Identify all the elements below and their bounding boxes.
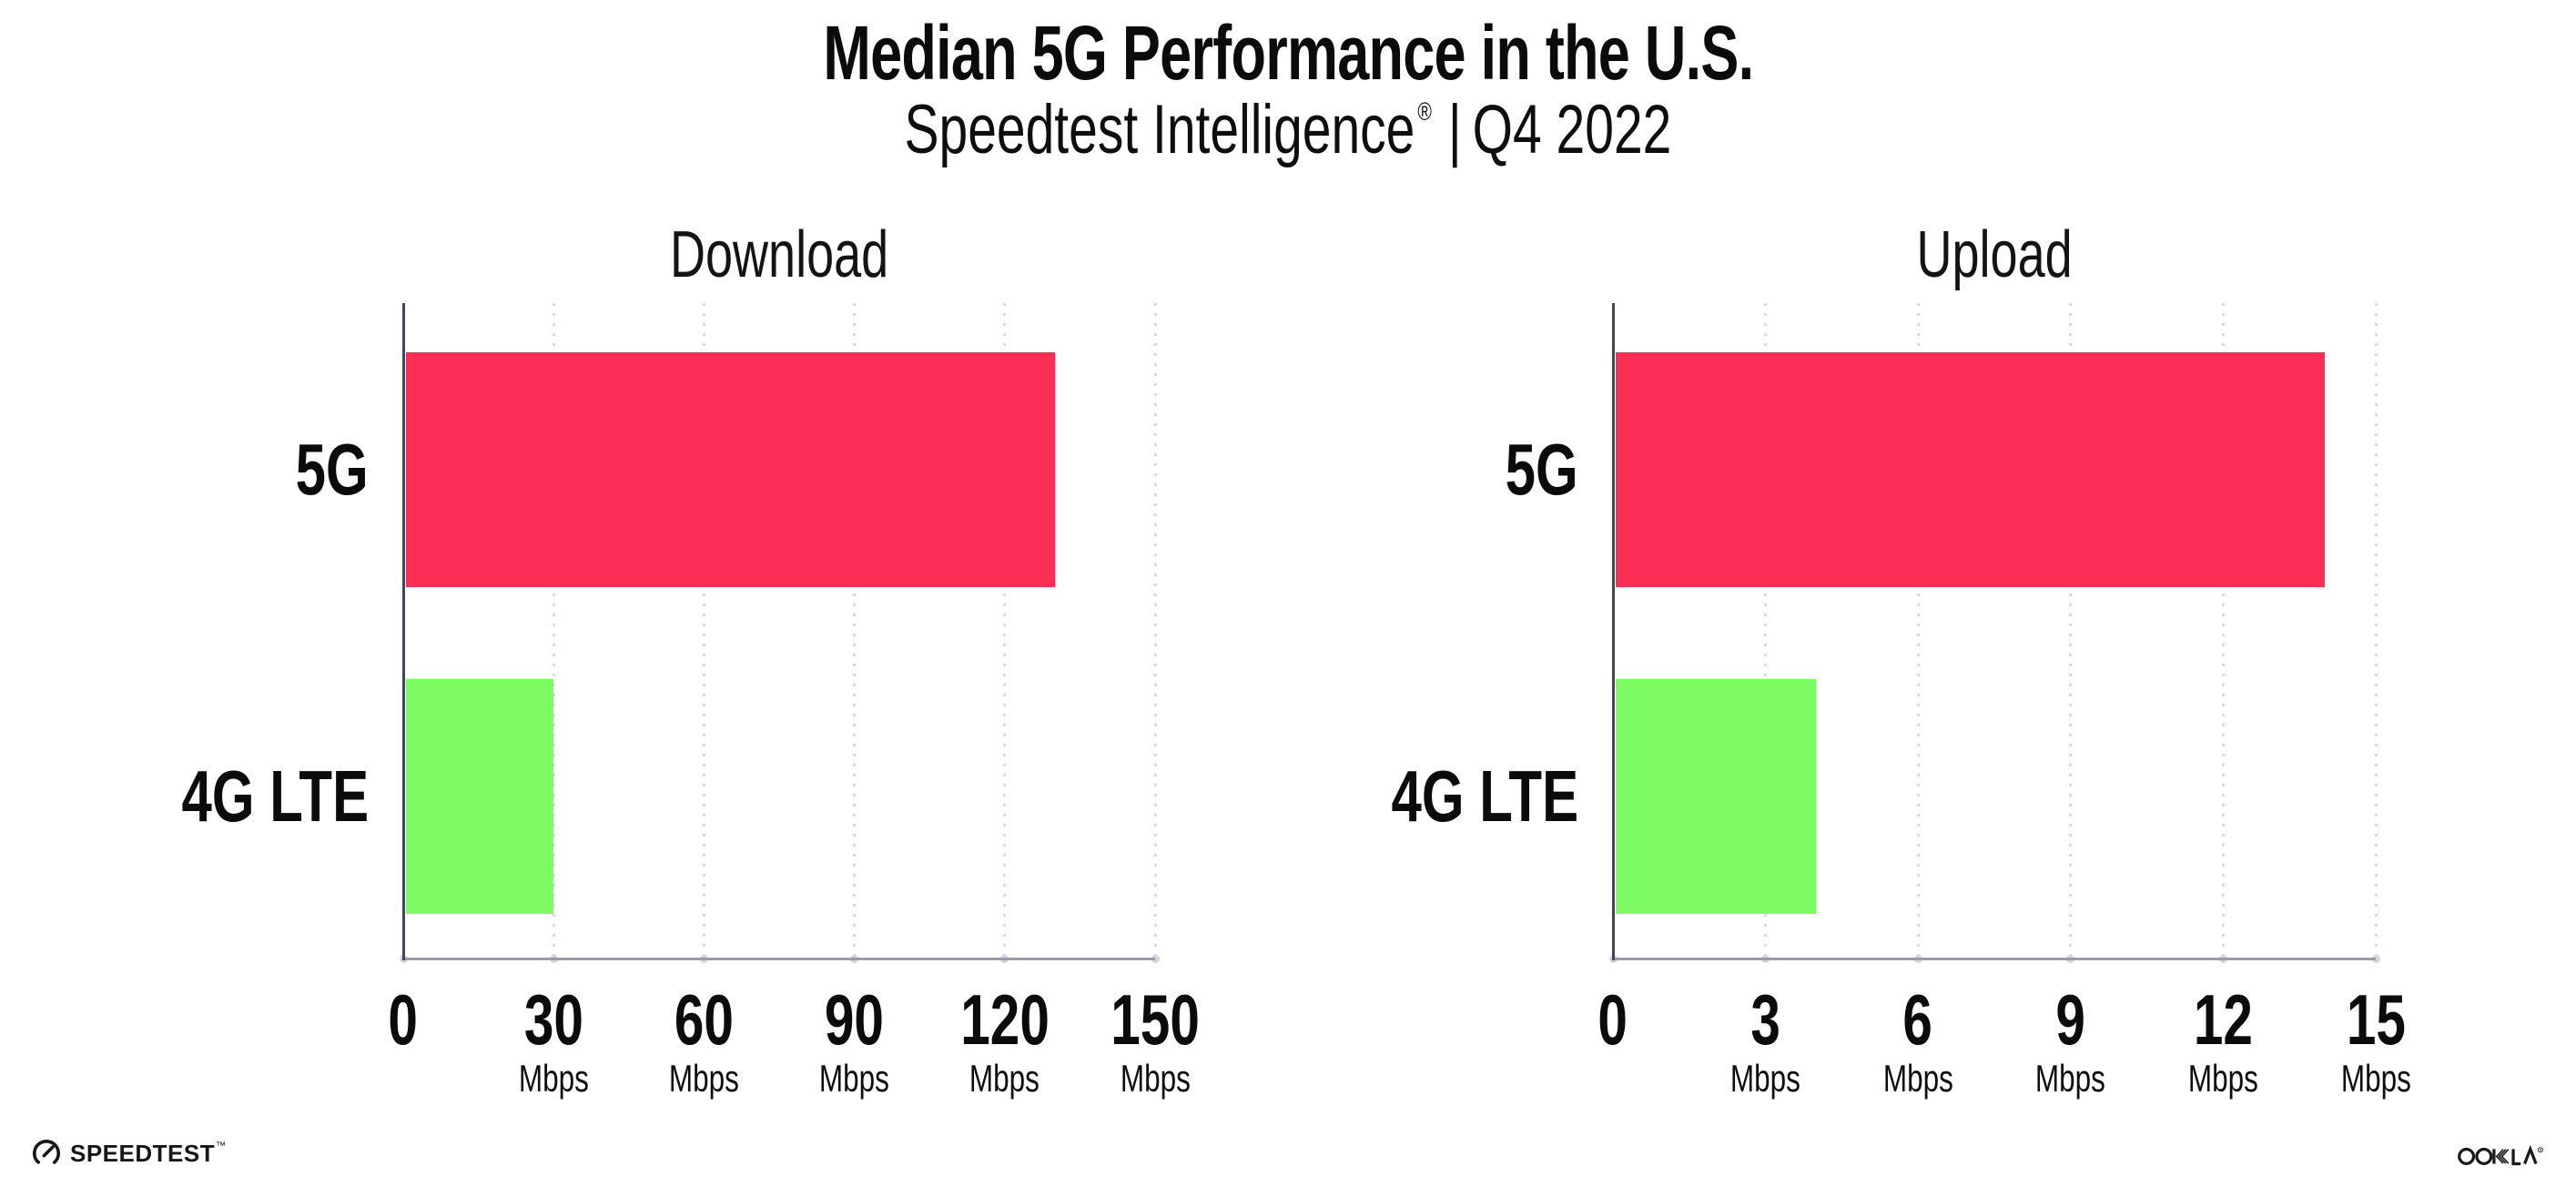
registered-mark: ® (1417, 97, 1432, 126)
page-title-text: Median 5G Performance in the U.S. (822, 10, 1754, 96)
x-tick-unit-6: Mbps (1882, 1057, 1953, 1100)
x-tick-label-150: 150 Mbps (1019, 983, 1292, 1100)
category-label-4g-lte: 4G LTE (1391, 756, 1578, 837)
gridline-15 (2374, 303, 2378, 958)
gridline-120 (1003, 303, 1007, 958)
gridline-3 (1764, 303, 1768, 958)
x-tick-unit-120: Mbps (969, 1057, 1040, 1100)
bar-4g-lte (1616, 679, 1817, 914)
x-tick-label-3: 3 Mbps (1629, 983, 1902, 1100)
x-tick-value-15: 15 (2346, 979, 2406, 1060)
x-tick-unit-150: Mbps (1120, 1057, 1191, 1100)
upload-chart-title: Upload (1916, 218, 2073, 291)
x-tick-label-12: 12 Mbps (2086, 983, 2359, 1100)
axis-tick-dot-150 (1151, 955, 1160, 963)
upload-plot-area: 0 3 Mbps 6 Mbps 9 Mbps 12 Mbps 15 Mbps 5G 4G LTE (1391, 303, 2411, 1100)
x-tick-unit-3: Mbps (1730, 1057, 1801, 1100)
x-tick-unit-15: Mbps (2340, 1057, 2411, 1100)
x-tick-value-6: 6 (1902, 979, 1933, 1060)
x-tick-value-0: 0 (1597, 979, 1628, 1060)
gridline-9 (2069, 303, 2073, 958)
x-tick-value-3: 3 (1750, 979, 1780, 1060)
subtitle-brand: Speedtest Intelligence (904, 91, 1415, 168)
download-chart-title: Download (669, 218, 889, 291)
x-tick-label-90: 90 Mbps (718, 983, 991, 1100)
upload-y-axis (1612, 303, 1615, 960)
speedtest-gauge-icon (32, 1139, 61, 1168)
download-plot-area: 0 30 Mbps 60 Mbps 90 Mbps 120 Mbps 150 Mbps 5G 4G LT… (181, 303, 1200, 1100)
ookla-wordmark-icon: R (2458, 1144, 2543, 1165)
download-y-axis (402, 303, 405, 960)
gridline-60 (702, 303, 705, 958)
ookla-logo: R (2458, 1138, 2549, 1171)
x-tick-value-0: 0 (388, 979, 419, 1060)
speedtest-wordmark: SPEEDTEST (70, 1139, 216, 1167)
subtitle-period: Q4 2022 (1472, 91, 1672, 168)
category-label-5g: 5G (295, 429, 369, 510)
x-tick-label-0: 0 (1476, 983, 1749, 1056)
x-tick-unit-60: Mbps (668, 1057, 739, 1100)
x-tick-value-120: 120 (959, 979, 1050, 1060)
x-tick-unit-9: Mbps (2035, 1057, 2106, 1100)
page-subtitle: Speedtest Intelligence ® | Q4 2022 (0, 94, 2576, 167)
category-label-4g-lte: 4G LTE (181, 756, 369, 837)
x-tick-unit-30: Mbps (518, 1057, 589, 1100)
x-tick-label-60: 60 Mbps (567, 983, 840, 1100)
bar-4g-lte (406, 679, 554, 914)
x-tick-label-15: 15 Mbps (2239, 983, 2512, 1100)
bar-5g (406, 352, 1055, 587)
x-tick-label-9: 9 Mbps (1934, 983, 2207, 1100)
x-tick-unit-90: Mbps (819, 1057, 890, 1100)
download-x-axis (403, 958, 1155, 960)
speedtest-logo: SPEEDTEST ™ (30, 1136, 226, 1171)
x-tick-value-30: 30 (523, 979, 583, 1060)
category-label-5g: 5G (1505, 429, 1578, 510)
bar-5g (1616, 352, 2326, 587)
x-tick-label-30: 30 Mbps (417, 983, 690, 1100)
subtitle-separator: | (1447, 91, 1462, 168)
page-subtitle-text: Speedtest Intelligence ® | Q4 2022 (905, 94, 1672, 167)
x-tick-label-6: 6 Mbps (1781, 983, 2054, 1100)
x-tick-value-60: 60 (674, 979, 734, 1060)
svg-text:R: R (2540, 1148, 2542, 1151)
x-tick-unit-12: Mbps (2187, 1057, 2258, 1100)
gridline-6 (1916, 303, 1920, 958)
x-tick-label-120: 120 Mbps (868, 983, 1141, 1100)
gridline-150 (1153, 303, 1157, 958)
x-tick-value-150: 150 (1111, 979, 1200, 1060)
x-tick-label-0: 0 (267, 983, 540, 1056)
x-tick-value-9: 9 (2055, 979, 2086, 1060)
x-tick-value-12: 12 (2193, 979, 2253, 1060)
speedtest-trademark: ™ (216, 1141, 227, 1151)
page-title: Median 5G Performance in the U.S. (0, 13, 2576, 93)
gridline-12 (2221, 303, 2225, 958)
gridline-30 (552, 303, 555, 958)
upload-x-axis (1613, 958, 2376, 960)
gridline-90 (853, 303, 857, 958)
x-tick-value-90: 90 (825, 979, 885, 1060)
axis-tick-dot-15 (2371, 955, 2380, 963)
